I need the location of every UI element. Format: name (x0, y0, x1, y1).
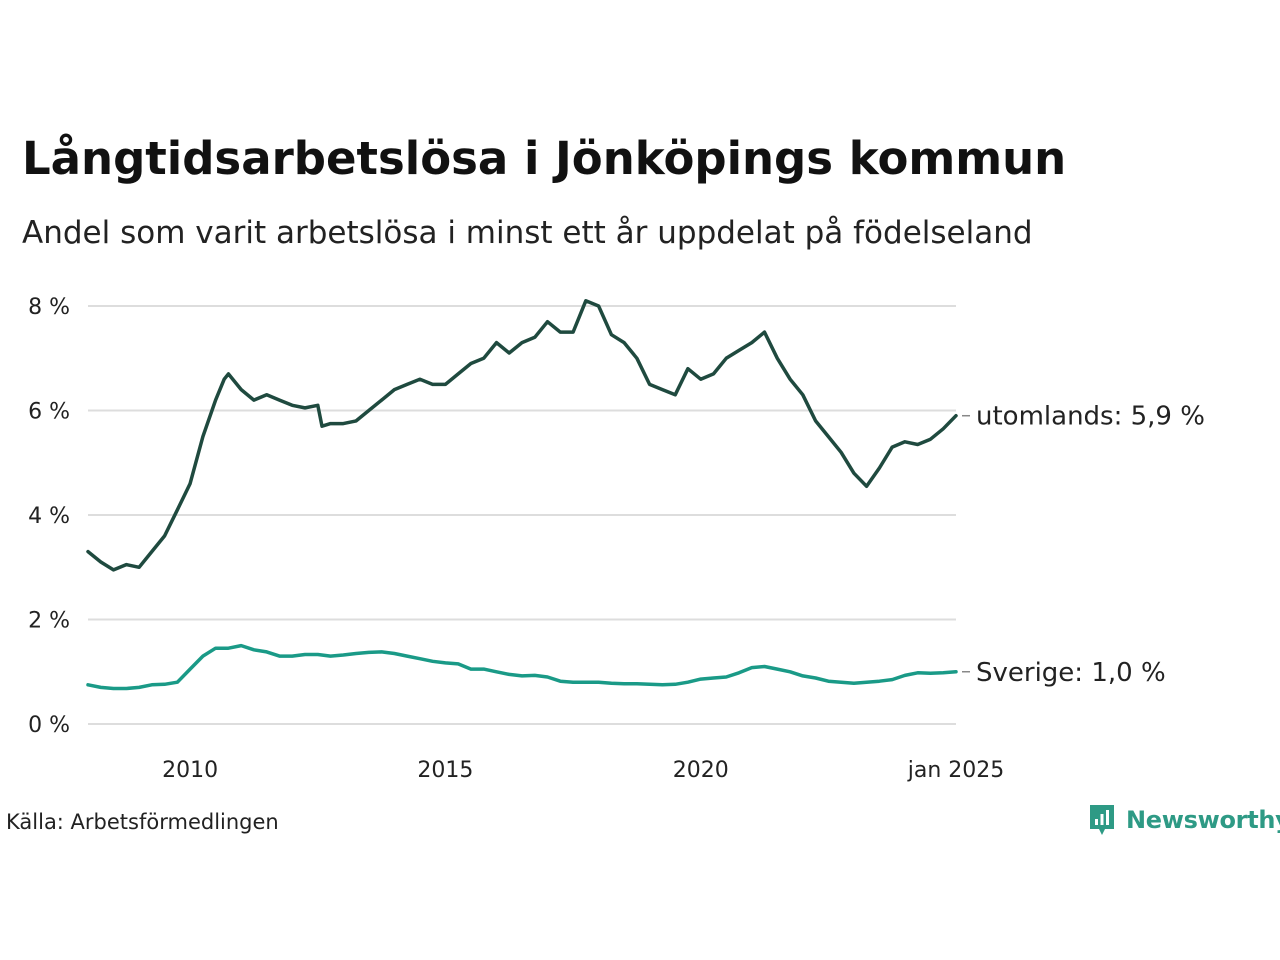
x-axis-ticks: 2010 2015 2020 jan 2025 (162, 758, 1004, 783)
x-tick-label: jan 2025 (907, 758, 1005, 783)
series-end-label: utomlands: 5,9 % (976, 402, 1205, 432)
brand-logo: Newsworthy (1088, 803, 1280, 837)
series-end-label: Sverige: 1,0 % (976, 658, 1166, 688)
y-tick-label: 2 % (28, 609, 70, 634)
series-lines (86, 299, 958, 691)
y-tick-label: 0 % (28, 713, 70, 738)
brand-name: Newsworthy (1126, 806, 1280, 834)
series-end-labels: utomlands: 5,9 % Sverige: 1,0 % (962, 402, 1205, 688)
grid-lines (88, 305, 956, 725)
chart-title: Långtidsarbetslösa i Jönköpings kommun (22, 132, 1067, 185)
series-line-sverige (86, 643, 958, 691)
newsworthy-logo-icon (1090, 805, 1114, 835)
y-axis-ticks: 0 % 2 % 4 % 6 % 8 % (28, 295, 70, 738)
x-tick-label: 2010 (162, 758, 218, 783)
y-tick-label: 6 % (28, 400, 70, 425)
series-line-utomlands (86, 299, 958, 572)
y-tick-label: 4 % (28, 504, 70, 529)
x-tick-label: 2015 (417, 758, 473, 783)
y-tick-label: 8 % (28, 295, 70, 320)
x-tick-label: 2020 (673, 758, 729, 783)
source-note: Källa: Arbetsförmedlingen (6, 810, 279, 834)
chart-subtitle: Andel som varit arbetslösa i minst ett å… (22, 215, 1033, 251)
